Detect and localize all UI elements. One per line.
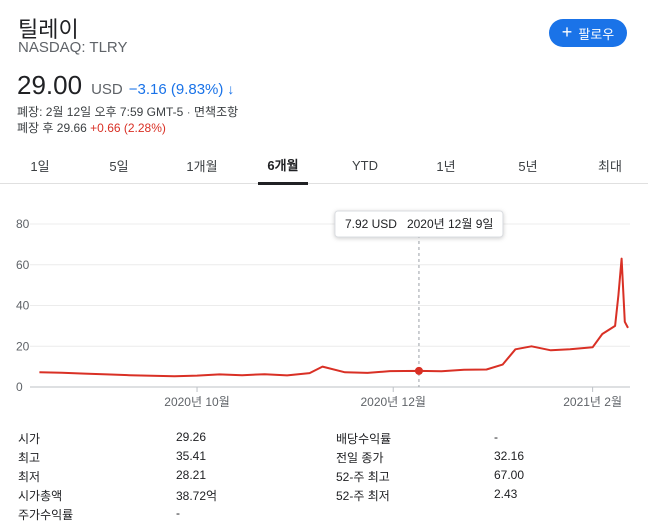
price-row: 29.00 USD −3.16 (9.83%) ↓ <box>17 70 234 101</box>
follow-label: 팔로우 <box>578 26 615 42</box>
currency: USD <box>91 81 123 98</box>
price-change: −3.16 (9.83%) <box>128 81 224 98</box>
stat-value: 28.21 <box>176 468 207 482</box>
tab-1m[interactable]: 1개월 <box>186 158 218 174</box>
tab-1d[interactable]: 1일 <box>30 158 50 174</box>
tab-5y[interactable]: 5년 <box>518 158 538 174</box>
stat-value: - <box>176 506 180 520</box>
tooltip-price: 7.92 USD <box>345 217 397 231</box>
hover-point <box>414 366 423 375</box>
close-info-row: 폐장: 2월 12일 오후 7:59 GMT-5 · 면책조항 <box>17 103 238 120</box>
tooltip-box <box>334 210 504 238</box>
y-tick-label: 0 <box>16 380 23 394</box>
x-tick-label: 2020년 12월 <box>360 395 425 409</box>
tab-max[interactable]: 최대 <box>598 158 622 174</box>
stat-value: - <box>494 430 498 444</box>
stat-value: 32.16 <box>494 449 525 463</box>
exchange-ticker: NASDAQ: TLRY <box>18 39 128 56</box>
close-info: 폐장: 2월 12일 오후 7:59 GMT-5 <box>17 105 184 119</box>
after-hours-change: +0.66 (2.28%) <box>90 121 166 135</box>
company-name: 틸레이 <box>18 17 79 42</box>
follow-button[interactable]: + 팔로우 <box>549 19 627 47</box>
tab-1y[interactable]: 1년 <box>436 158 456 174</box>
stat-label: 주가수익률 <box>18 508 74 522</box>
stat-label: 최고 <box>18 451 41 465</box>
stat-value: 38.72억 <box>176 489 218 503</box>
x-axis: 2020년 10월 2020년 12월 2021년 2월 <box>164 387 622 409</box>
stat-value: 29.26 <box>176 430 207 444</box>
tab-6m[interactable]: 6개월 <box>258 146 308 185</box>
grid-lines <box>30 223 630 388</box>
stat-value: 35.41 <box>176 449 207 463</box>
price-line <box>39 257 629 378</box>
x-tick-label: 2020년 10월 <box>164 395 229 409</box>
arrow-down-icon: ↓ <box>227 81 235 97</box>
stat-value: 67.00 <box>494 468 525 482</box>
x-tick-label: 2021년 2월 <box>563 395 622 409</box>
stat-label: 배당수익률 <box>336 432 392 446</box>
separator: · <box>186 105 191 119</box>
stat-label: 52-주 최저 <box>336 489 390 503</box>
stat-label: 52-주 최고 <box>336 470 390 484</box>
stat-label: 전일 종가 <box>336 451 384 465</box>
current-price: 29.00 <box>17 70 83 100</box>
y-tick-label: 80 <box>16 217 30 231</box>
price-chart[interactable]: 80 60 40 20 0 2020년 10월 2020년 12월 2021년 2월 7.9… <box>0 205 648 415</box>
stat-label: 시가 <box>18 432 41 446</box>
disclaimer-link[interactable]: 면책조항 <box>193 105 239 119</box>
after-hours-row: 폐장 후 29.66 +0.66 (2.28%) <box>17 119 166 136</box>
range-tabs: 1일 5일 1개월 6개월 YTD 1년 5년 최대 <box>0 146 648 185</box>
y-tick-label: 40 <box>16 299 30 313</box>
tooltip-date: 2020년 12월 9일 <box>407 217 494 231</box>
hover-tooltip: 7.92 USD 2020년 12월 9일 <box>334 210 504 238</box>
tab-ytd[interactable]: YTD <box>352 157 378 173</box>
tab-5d[interactable]: 5일 <box>109 158 129 174</box>
y-tick-labels: 80 60 40 20 0 <box>16 217 30 394</box>
stat-value: 2.43 <box>494 487 518 501</box>
stat-label: 최저 <box>18 470 41 484</box>
stat-label: 시가총액 <box>18 489 63 503</box>
plus-icon: + <box>561 22 573 42</box>
y-tick-label: 20 <box>16 339 30 353</box>
y-tick-label: 60 <box>16 258 30 272</box>
after-hours-price: 폐장 후 29.66 <box>17 121 87 135</box>
